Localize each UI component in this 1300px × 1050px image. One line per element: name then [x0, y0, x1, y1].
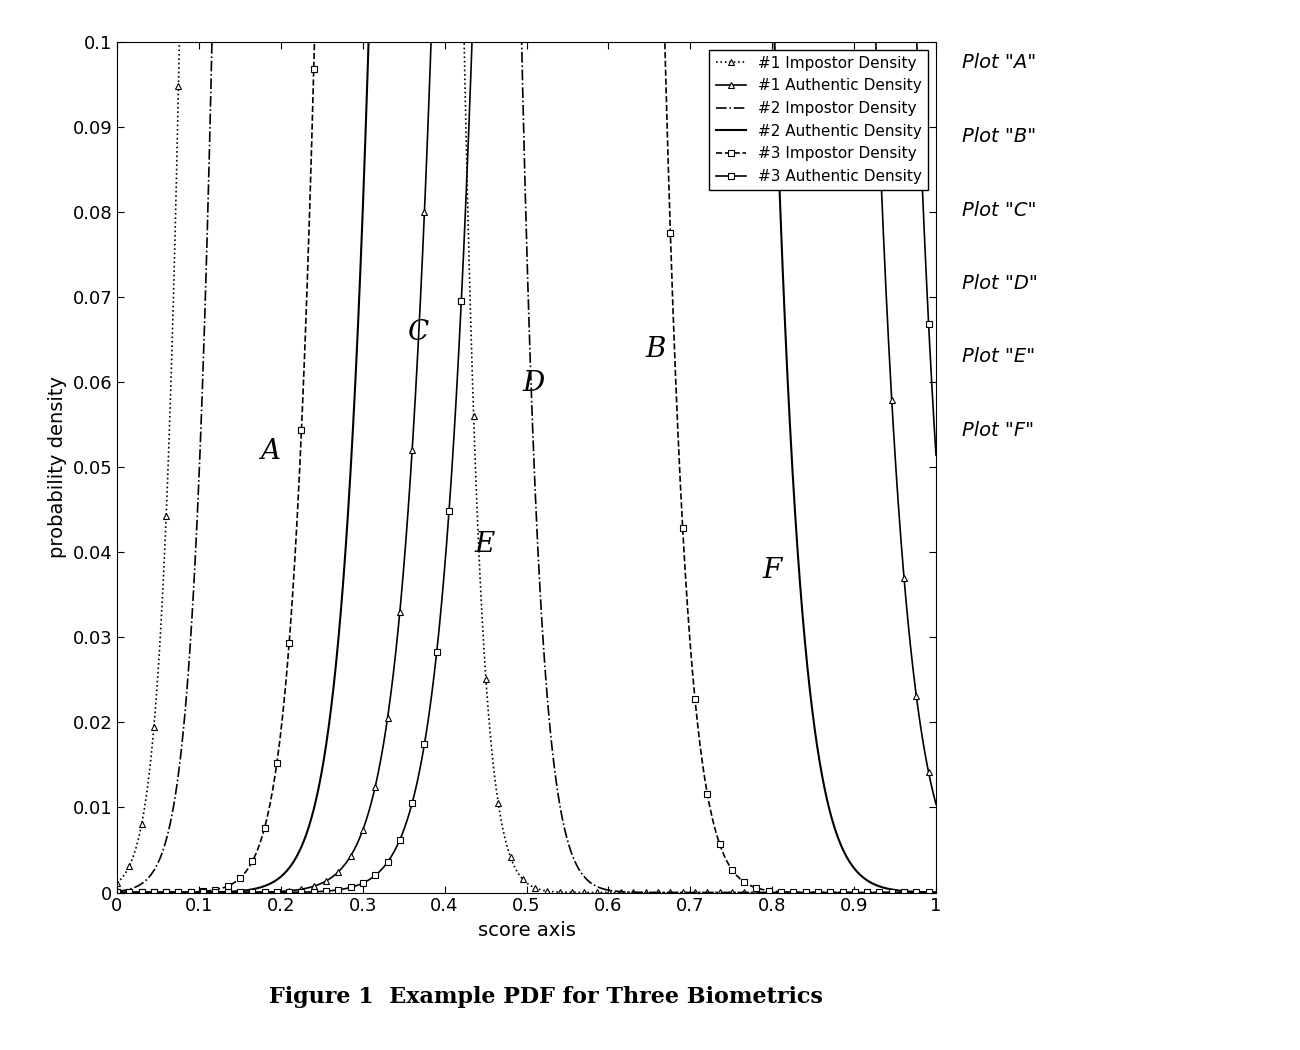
Text: Plot "C": Plot "C"	[962, 201, 1036, 219]
Text: Plot "F": Plot "F"	[962, 421, 1034, 440]
#1 Impostor Density	[749, 886, 764, 899]
Text: F: F	[762, 556, 781, 584]
#3 Authentic Density	[441, 516, 456, 528]
#2 Impostor Density	[763, 886, 779, 899]
#3 Impostor Density	[749, 882, 764, 895]
Text: Plot "A": Plot "A"	[962, 54, 1036, 72]
Text: D: D	[523, 370, 545, 397]
Text: E: E	[474, 531, 495, 559]
#1 Authentic Density	[928, 798, 944, 811]
#1 Impostor Density	[763, 886, 779, 899]
Text: Plot "E": Plot "E"	[962, 348, 1035, 366]
Line: #2 Authentic Density: #2 Authentic Density	[117, 0, 936, 892]
X-axis label: score axis: score axis	[477, 921, 576, 940]
Line: #1 Impostor Density: #1 Impostor Density	[113, 0, 940, 896]
#3 Impostor Density	[763, 884, 779, 897]
Text: Figure 1  Example PDF for Three Biometrics: Figure 1 Example PDF for Three Biometric…	[269, 987, 823, 1008]
#2 Impostor Density	[749, 886, 764, 899]
#2 Impostor Density	[192, 430, 208, 443]
Legend: #1 Impostor Density, #1 Authentic Density, #2 Impostor Density, #2 Authentic Den: #1 Impostor Density, #1 Authentic Densit…	[710, 49, 928, 190]
#1 Impostor Density	[109, 877, 125, 889]
#2 Impostor Density	[928, 886, 944, 899]
#1 Impostor Density	[928, 886, 944, 899]
#2 Impostor Density	[672, 886, 688, 899]
#3 Authentic Density	[109, 886, 125, 899]
Line: #2 Impostor Density: #2 Impostor Density	[117, 0, 936, 892]
Text: B: B	[645, 336, 666, 362]
Text: C: C	[408, 319, 429, 345]
#3 Impostor Density	[672, 475, 688, 487]
#3 Impostor Density	[192, 885, 208, 898]
Text: Plot "D": Plot "D"	[962, 274, 1037, 293]
Line: #1 Authentic Density: #1 Authentic Density	[113, 0, 940, 896]
#1 Impostor Density	[672, 886, 688, 899]
Text: A: A	[260, 438, 281, 465]
Text: Plot "B": Plot "B"	[962, 127, 1036, 146]
#2 Authentic Density	[109, 886, 125, 899]
#3 Authentic Density	[928, 448, 944, 461]
#1 Impostor Density	[471, 538, 486, 550]
#2 Authentic Density	[928, 886, 944, 899]
Y-axis label: probability density: probability density	[48, 376, 66, 559]
#3 Impostor Density	[928, 886, 944, 899]
#3 Impostor Density	[109, 886, 125, 899]
#2 Impostor Density	[109, 885, 125, 898]
#1 Authentic Density	[192, 886, 208, 899]
#1 Authentic Density	[109, 886, 125, 899]
#3 Authentic Density	[192, 886, 208, 899]
Line: #3 Authentic Density: #3 Authentic Density	[113, 0, 940, 896]
Line: #3 Impostor Density: #3 Impostor Density	[113, 0, 940, 896]
#2 Authentic Density	[192, 886, 208, 899]
